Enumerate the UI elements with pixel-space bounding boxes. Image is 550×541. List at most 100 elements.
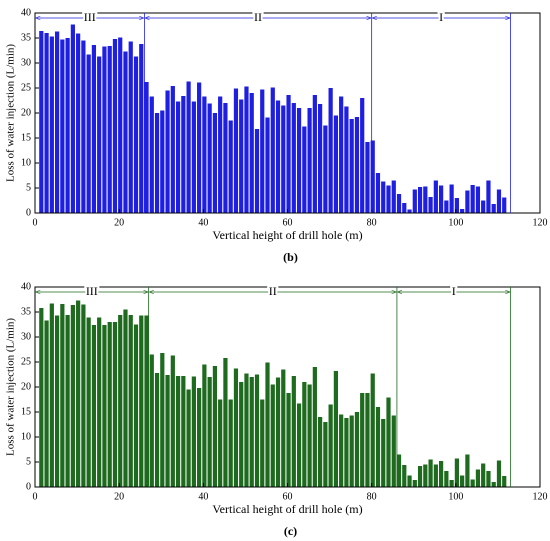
bar	[139, 315, 144, 487]
bar	[123, 309, 128, 487]
x-tick-label: 60	[283, 217, 293, 228]
bar	[496, 460, 502, 487]
bar	[128, 315, 133, 487]
x-tick-label: 80	[367, 491, 377, 502]
bar	[454, 198, 459, 213]
bar	[312, 367, 317, 487]
bar	[154, 113, 160, 213]
bar	[249, 377, 254, 487]
caption: (b)	[283, 250, 298, 264]
bar	[228, 120, 233, 213]
bar	[181, 96, 186, 213]
bar	[102, 325, 107, 487]
bar	[333, 115, 338, 213]
bar	[354, 117, 360, 213]
y-tick-label: 5	[26, 456, 31, 467]
bar	[391, 415, 396, 487]
bar	[281, 369, 286, 487]
y-tick-label: 25	[21, 356, 31, 367]
bar	[60, 39, 65, 213]
bar	[254, 129, 260, 213]
bar	[328, 404, 333, 487]
bar	[86, 54, 91, 213]
bar	[228, 399, 233, 487]
bar	[312, 95, 317, 213]
bar	[302, 382, 307, 487]
bar	[244, 86, 249, 213]
x-tick-label: 20	[114, 491, 124, 502]
bar	[386, 397, 391, 487]
bar	[481, 200, 486, 213]
bar	[302, 126, 307, 213]
bar	[286, 393, 291, 487]
y-tick-label: 30	[21, 331, 31, 342]
bar	[81, 304, 86, 487]
bar	[423, 186, 428, 213]
bar	[370, 140, 375, 213]
bar	[449, 184, 454, 213]
bar	[112, 39, 118, 213]
bar	[175, 376, 181, 487]
bar	[223, 103, 228, 213]
bar	[54, 31, 60, 213]
bar	[65, 315, 70, 487]
bar	[118, 315, 123, 487]
bar	[460, 209, 465, 213]
bar	[139, 44, 144, 213]
y-tick-label: 30	[21, 57, 31, 68]
bar	[491, 482, 496, 487]
bar	[207, 377, 212, 487]
bar	[402, 465, 407, 487]
bar	[154, 373, 160, 487]
bar	[344, 418, 349, 487]
bar	[112, 322, 118, 487]
bar	[449, 480, 454, 487]
y-axis-label: Loss of water injection (L/min)	[5, 44, 17, 182]
bar	[265, 117, 270, 213]
bar	[212, 113, 218, 213]
bar	[249, 93, 254, 213]
bar	[233, 88, 239, 213]
bar	[76, 300, 81, 487]
bar	[475, 469, 481, 487]
bar	[144, 82, 149, 213]
y-tick-label: 25	[21, 82, 31, 93]
bar	[417, 187, 423, 213]
bar	[470, 479, 475, 487]
bar	[107, 46, 112, 213]
y-tick-label: 40	[21, 7, 31, 18]
bar	[86, 317, 91, 487]
bar	[307, 384, 312, 487]
bar	[381, 181, 386, 213]
bar	[60, 304, 65, 487]
bar	[260, 89, 265, 213]
bar	[391, 180, 396, 213]
bar	[181, 376, 186, 487]
bar	[396, 194, 402, 213]
bar	[481, 463, 486, 487]
bar	[165, 375, 170, 487]
bar	[296, 403, 302, 487]
bar	[239, 382, 244, 487]
bar	[160, 110, 165, 213]
bar	[91, 45, 97, 213]
bar	[54, 315, 60, 487]
bar	[354, 412, 360, 487]
bar	[386, 185, 391, 213]
region-label: III	[86, 284, 98, 298]
bar	[107, 322, 112, 487]
bar	[465, 190, 470, 213]
bar	[318, 417, 323, 487]
bar	[486, 471, 491, 487]
bar	[149, 354, 154, 487]
bar	[439, 185, 444, 213]
bar	[486, 180, 491, 213]
x-tick-label: 40	[198, 217, 208, 228]
bar	[49, 303, 54, 487]
x-tick-label: 100	[448, 491, 463, 502]
bar	[407, 209, 412, 213]
bar	[144, 315, 149, 487]
bar	[339, 414, 344, 487]
x-axis-label: Vertical height of drill hole (m)	[212, 502, 362, 516]
